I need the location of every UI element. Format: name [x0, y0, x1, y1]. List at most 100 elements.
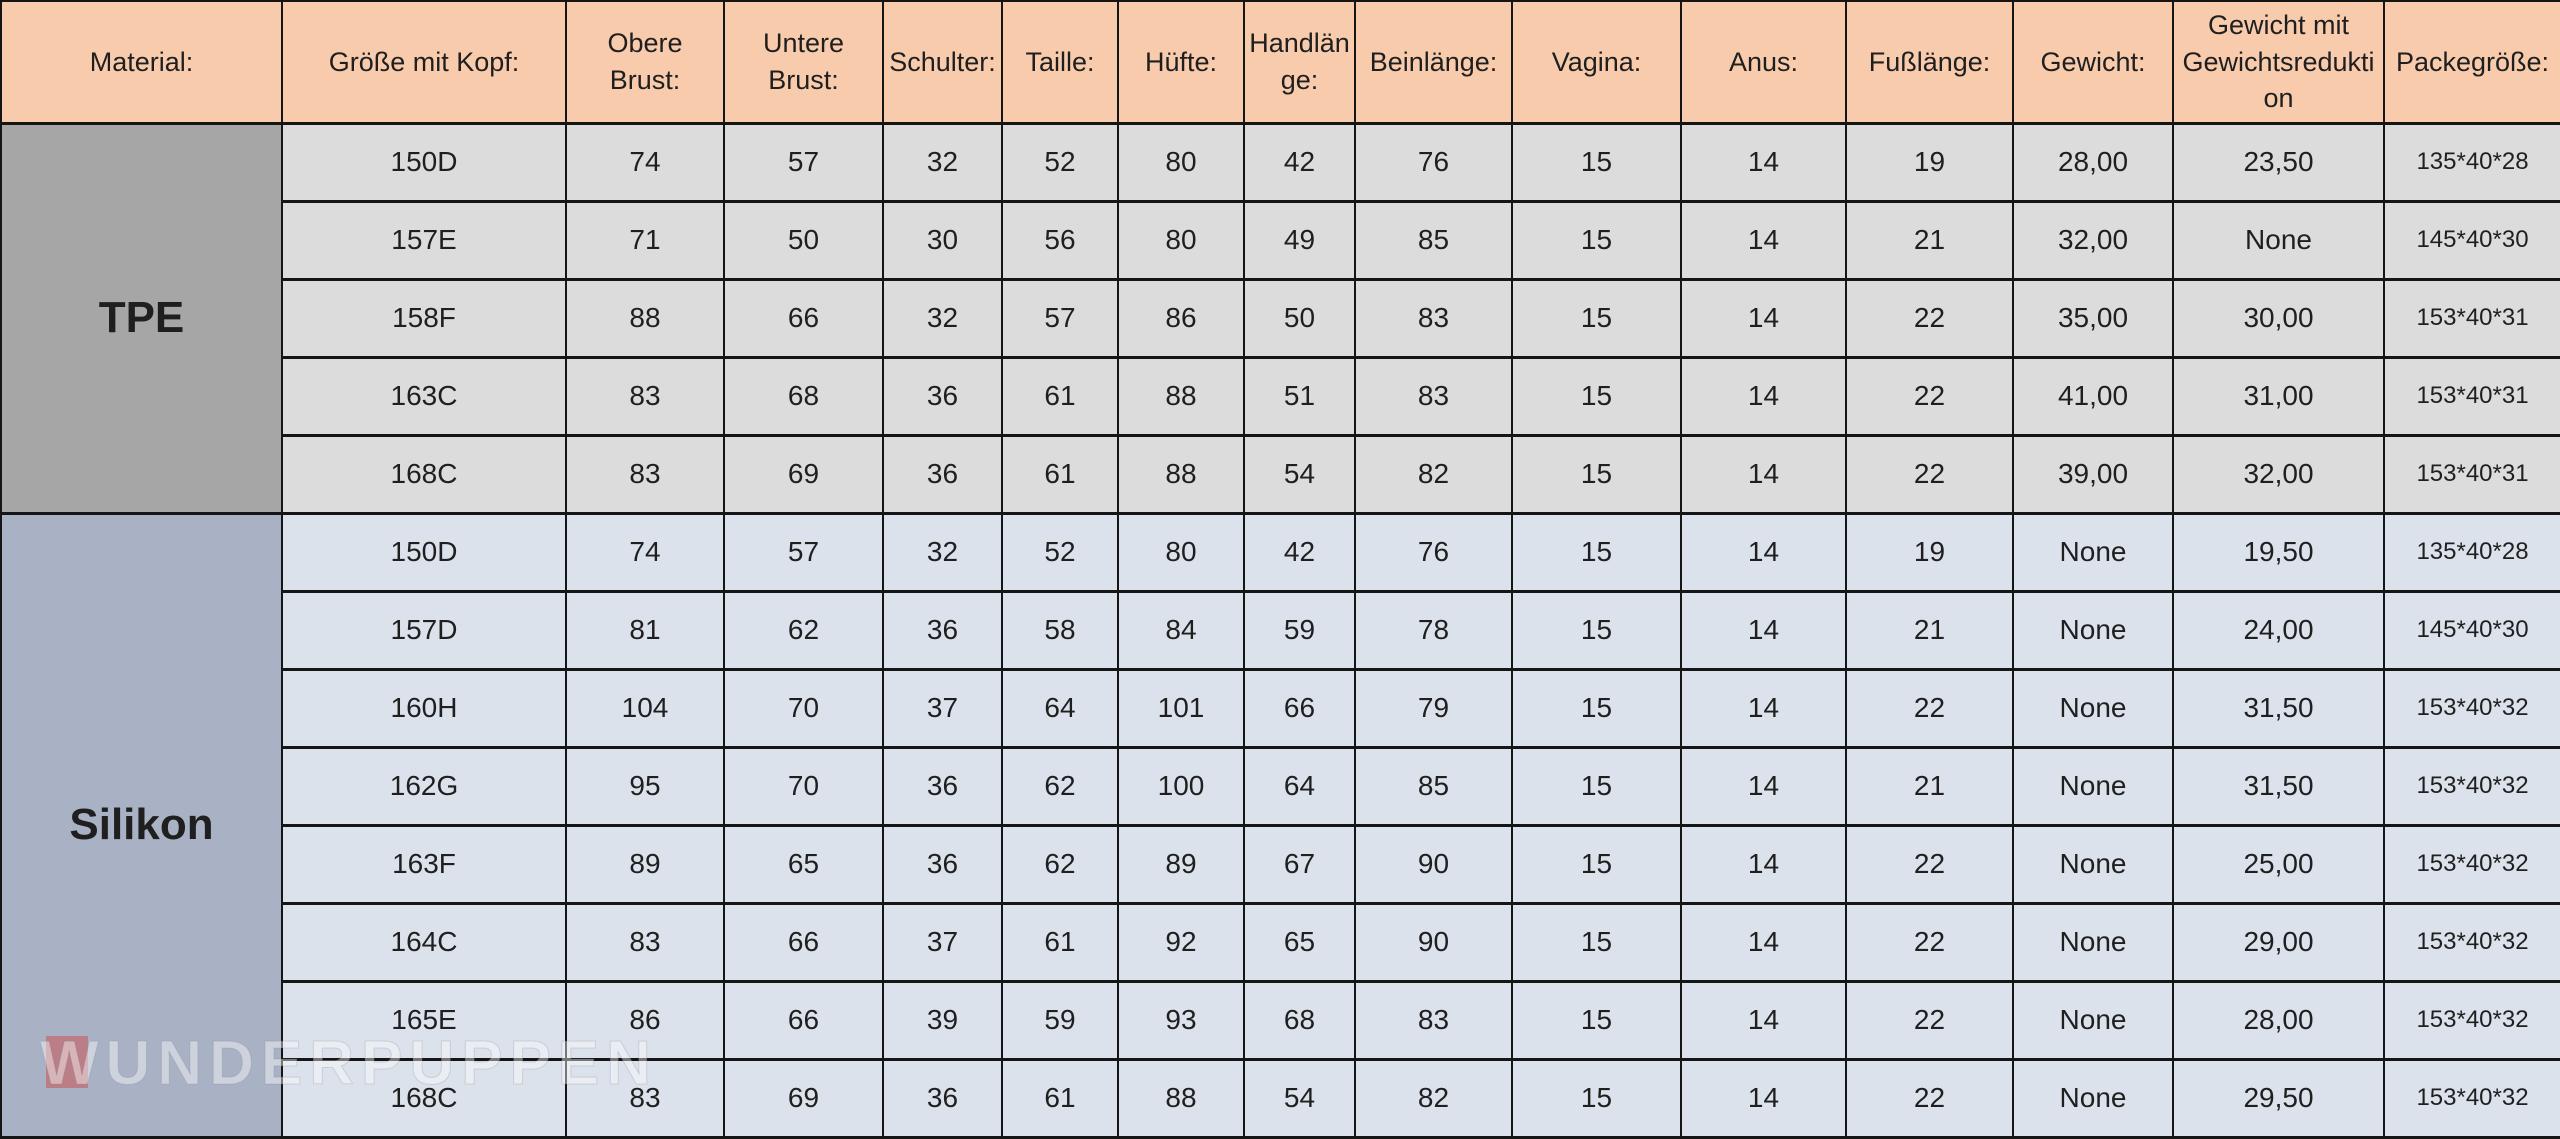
- table-cell: None: [2012, 745, 2174, 827]
- table-cell: 22: [1845, 1057, 2014, 1139]
- column-header: Schulter:: [882, 0, 1003, 124]
- table-cell: 15: [1511, 199, 1682, 281]
- table-cell: 22: [1845, 979, 2014, 1061]
- table-cell: 31,50: [2172, 667, 2385, 749]
- table-cell: None: [2012, 979, 2174, 1061]
- table-cell: 59: [1001, 979, 1119, 1061]
- table-cell: 14: [1680, 745, 1847, 827]
- table-cell: 153*40*31: [2383, 433, 2560, 515]
- table-cell: None: [2012, 901, 2174, 983]
- table-cell: 14: [1680, 823, 1847, 905]
- table-cell: 64: [1243, 745, 1356, 827]
- table-cell: 95: [565, 745, 725, 827]
- table-row: 160H 104 70 37 64 101 66 79 15 14 22 None 31,50 153*4…: [1, 667, 2560, 749]
- table-cell: 14: [1680, 667, 1847, 749]
- table-cell: 36: [882, 745, 1003, 827]
- table-cell: 150D: [281, 511, 567, 593]
- table-cell: 29,00: [2172, 901, 2385, 983]
- table-cell: 58: [1001, 589, 1119, 671]
- table-cell: 61: [1001, 433, 1119, 515]
- table-cell: 83: [565, 901, 725, 983]
- table-cell: 59: [1243, 589, 1356, 671]
- table-cell: 28,00: [2172, 979, 2385, 1061]
- table-cell: 15: [1511, 121, 1682, 203]
- table-cell: 101: [1117, 667, 1245, 749]
- table-cell: 52: [1001, 511, 1119, 593]
- table-cell: 62: [1001, 823, 1119, 905]
- table-cell: 80: [1117, 121, 1245, 203]
- table-cell: 64: [1001, 667, 1119, 749]
- header-row: Material: Größe mit Kopf: Obere Brust: Unte…: [0, 0, 2560, 124]
- table-cell: 19: [1845, 121, 2014, 203]
- table-row: 158F 88 66 32 57 86 50 83 15 14 22 35,00 30,00 153*40…: [1, 277, 2560, 359]
- table-cell: 14: [1680, 589, 1847, 671]
- table-cell: 14: [1680, 277, 1847, 359]
- column-header: Gewicht:: [2012, 0, 2174, 124]
- table-cell: 62: [723, 589, 884, 671]
- table-row: 162G 95 70 36 62 100 64 85 15 14 21 None 31,50 153*40…: [1, 745, 2560, 827]
- table-cell: None: [2012, 667, 2174, 749]
- table-row: 165E 86 66 39 59 93 68 83 15 14 22 None 28,00 153*40*…: [1, 979, 2560, 1061]
- table-cell: 25,00: [2172, 823, 2385, 905]
- table-cell: 41,00: [2012, 355, 2174, 437]
- column-header: Anus:: [1680, 0, 1847, 124]
- table-cell: 21: [1845, 589, 2014, 671]
- table-cell: 39: [882, 979, 1003, 1061]
- table-cell: 153*40*31: [2383, 355, 2560, 437]
- table-cell: 88: [565, 277, 725, 359]
- table-cell: 89: [1117, 823, 1245, 905]
- table-cell: 54: [1243, 1057, 1356, 1139]
- table-cell: 15: [1511, 901, 1682, 983]
- table-header-row: Material: Größe mit Kopf: Obere Brust: Unte…: [0, 0, 2560, 124]
- table-cell: 135*40*28: [2383, 511, 2560, 593]
- table-cell: 31,50: [2172, 745, 2385, 827]
- material-cell-tpe: TPE: [0, 121, 283, 515]
- table-cell: 36: [882, 355, 1003, 437]
- table-cell: 32: [882, 277, 1003, 359]
- table-cell: 65: [1243, 901, 1356, 983]
- table-cell: 89: [565, 823, 725, 905]
- table-cell: 22: [1845, 355, 2014, 437]
- table-cell: 57: [723, 511, 884, 593]
- table-cell: 66: [723, 901, 884, 983]
- table-cell: 153*40*32: [2383, 823, 2560, 905]
- column-header: Material:: [0, 0, 283, 124]
- table-cell: 50: [1243, 277, 1356, 359]
- table-cell: 22: [1845, 433, 2014, 515]
- table-cell: 76: [1354, 121, 1513, 203]
- table-cell: 14: [1680, 355, 1847, 437]
- table-cell: 36: [882, 1057, 1003, 1139]
- table-cell: 37: [882, 901, 1003, 983]
- table-cell: 70: [723, 667, 884, 749]
- table-cell: 15: [1511, 355, 1682, 437]
- table-cell: 83: [1354, 277, 1513, 359]
- table-cell: 168C: [281, 1057, 567, 1139]
- table-cell: 56: [1001, 199, 1119, 281]
- column-header: Packegröße:: [2383, 0, 2560, 124]
- table-cell: 168C: [281, 433, 567, 515]
- table-cell: 42: [1243, 121, 1356, 203]
- table-cell: 153*40*31: [2383, 277, 2560, 359]
- table-cell: 50: [723, 199, 884, 281]
- table-row: 163C 83 68 36 61 88 51 83 15 14 22 41,00 31,00 153*40…: [1, 355, 2560, 437]
- table-cell: 52: [1001, 121, 1119, 203]
- table-cell: 163C: [281, 355, 567, 437]
- table-cell: 14: [1680, 433, 1847, 515]
- table-row: TPE 150D 74 57 32 52 80 42 76 15 14 19 28,00 23,50 135…: [0, 121, 2560, 515]
- table-cell: 160H: [281, 667, 567, 749]
- table-cell: 145*40*30: [2383, 199, 2560, 281]
- table-cell: 66: [1243, 667, 1356, 749]
- table-cell: 165E: [281, 979, 567, 1061]
- table-cell: 145*40*30: [2383, 589, 2560, 671]
- table-cell: 162G: [281, 745, 567, 827]
- table-cell: 19,50: [2172, 511, 2385, 593]
- table-cell: 21: [1845, 199, 2014, 281]
- table-cell: 36: [882, 433, 1003, 515]
- table-cell: 90: [1354, 823, 1513, 905]
- table-cell: 76: [1354, 511, 1513, 593]
- table-cell: 32,00: [2012, 199, 2174, 281]
- column-header: Vagina:: [1511, 0, 1682, 124]
- table-cell: 135*40*28: [2383, 121, 2560, 203]
- table-cell: 163F: [281, 823, 567, 905]
